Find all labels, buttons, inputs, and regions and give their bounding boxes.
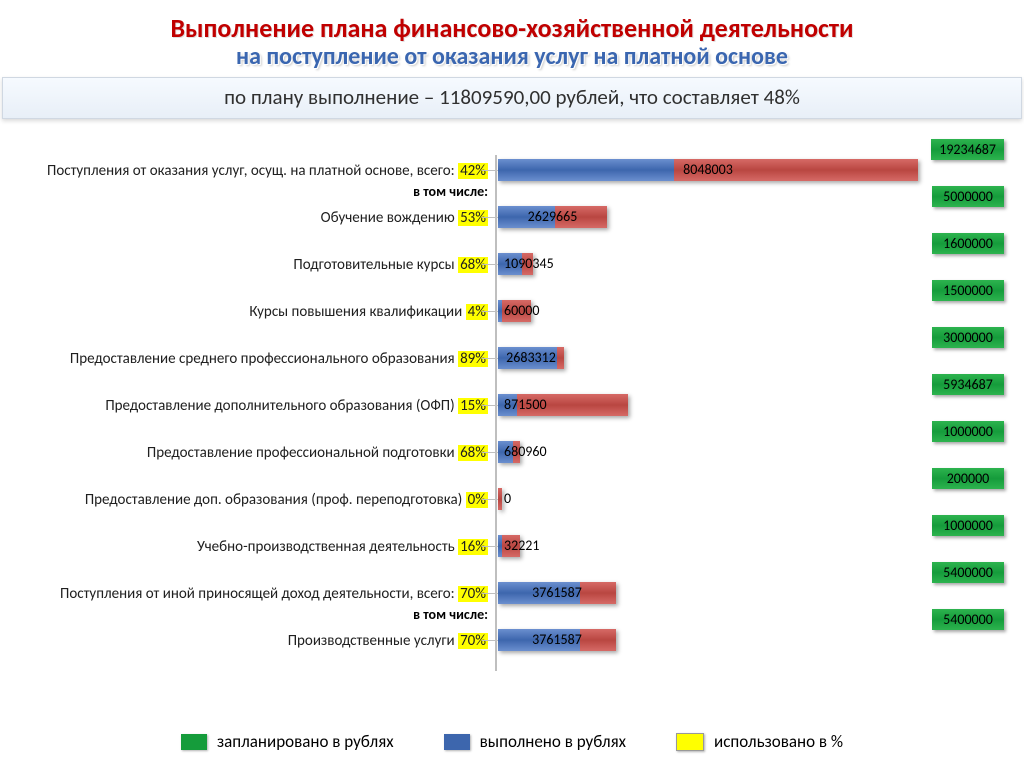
bar-track: 2629665 xyxy=(498,206,607,228)
axis-tick xyxy=(482,499,498,500)
bar-track: 60000 xyxy=(498,300,531,322)
row-label: Обучение вождению 53% xyxy=(8,210,488,226)
row-percent: 70% xyxy=(458,633,488,649)
row-label: Курсы повышения квалификации 4% xyxy=(8,304,488,320)
row-percent: 89% xyxy=(458,351,488,367)
bar-value: 871500 xyxy=(504,396,547,413)
plan-tag: 1600000 xyxy=(932,233,1004,254)
bar-track: 2683312 xyxy=(498,347,564,369)
bar-value: 1090345 xyxy=(504,255,554,272)
page-subtitle: на поступление от оказания услуг на плат… xyxy=(0,42,1024,71)
bar-track: 0 xyxy=(498,488,502,510)
row-percent: 70% xyxy=(458,586,488,602)
bar-track: 8048003 xyxy=(498,159,918,181)
bar-value: 3761587 xyxy=(498,631,616,648)
bar-value: 680960 xyxy=(504,443,547,460)
bar-track: 1090345 xyxy=(498,253,533,275)
axis-tick xyxy=(482,452,498,453)
bar-done xyxy=(498,300,502,322)
page-title: Выполнение плана финансово-хозяйственной… xyxy=(0,12,1024,44)
legend-done-label: выполнено в рублях xyxy=(480,731,626,752)
row-percent: 16% xyxy=(458,539,488,555)
row-label: Предоставление профессиональной подготов… xyxy=(8,445,488,461)
bar-value: 32221 xyxy=(504,537,539,554)
row-sublabel: в том числе: xyxy=(413,606,488,623)
bar-plan xyxy=(498,488,502,510)
axis-tick xyxy=(482,405,498,406)
row-sublabel: в том числе: xyxy=(413,183,488,200)
legend-plan-label: запланировано в рублях xyxy=(217,731,394,752)
bar-track: 871500 xyxy=(498,394,628,416)
axis-tick xyxy=(482,593,498,594)
bar-value: 60000 xyxy=(504,302,539,319)
legend-plan-swatch xyxy=(181,734,207,750)
axis-tick xyxy=(482,311,498,312)
row-percent: 4% xyxy=(466,304,488,320)
legend-done-swatch xyxy=(444,734,470,750)
row-percent: 0% xyxy=(466,492,488,508)
legend-done: выполнено в рублях xyxy=(444,731,626,752)
chart: Поступления от оказания услуг, осущ. на … xyxy=(8,139,1016,679)
bar-track: 3761587 xyxy=(498,582,616,604)
bar-value: 2629665 xyxy=(498,208,607,225)
legend-pct: использовано в % xyxy=(676,731,843,752)
axis-tick xyxy=(482,264,498,265)
row-label: Подготовительные курсы 68% xyxy=(8,257,488,273)
legend: запланировано в рублях выполнено в рубля… xyxy=(0,731,1024,752)
row-label: Поступления от оказания услуг, осущ. на … xyxy=(8,163,488,179)
legend-pct-swatch xyxy=(676,733,704,751)
plan-tag: 5000000 xyxy=(932,186,1004,207)
row-percent: 68% xyxy=(458,445,488,461)
row-label: Производственные услуги 70% xyxy=(8,633,488,649)
legend-plan: запланировано в рублях xyxy=(181,731,394,752)
row-percent: 68% xyxy=(458,257,488,273)
row-label: Поступления от иной приносящей доход дея… xyxy=(8,586,488,602)
bar-track: 3761587 xyxy=(498,629,616,651)
axis-tick xyxy=(482,640,498,641)
bar-value: 2683312 xyxy=(498,349,564,366)
plan-tag: 1000000 xyxy=(932,421,1004,442)
bar-value: 0 xyxy=(504,490,511,507)
row-label: Предоставление дополнительного образован… xyxy=(8,398,488,414)
bar-track: 680960 xyxy=(498,441,520,463)
plan-tag: 1000000 xyxy=(932,515,1004,536)
axis-tick xyxy=(482,358,498,359)
row-percent: 53% xyxy=(458,210,488,226)
axis-tick xyxy=(482,170,498,171)
row-percent: 15% xyxy=(458,398,488,414)
axis-tick xyxy=(482,546,498,547)
plan-tag: 5400000 xyxy=(932,562,1004,583)
plan-tag: 19234687 xyxy=(931,139,1004,160)
summary-banner: по плану выполнение – 11809590,00 рублей… xyxy=(2,77,1022,119)
axis-tick xyxy=(482,217,498,218)
row-label: Учебно-производственная деятельность 16% xyxy=(8,539,488,555)
row-label: Предоставление среднего профессиональног… xyxy=(8,351,488,367)
plan-tag: 5934687 xyxy=(932,374,1004,395)
bar-value: 3761587 xyxy=(498,584,616,601)
bar-value: 8048003 xyxy=(498,161,918,178)
plan-tag: 1500000 xyxy=(932,280,1004,301)
row-percent: 42% xyxy=(458,163,488,179)
legend-pct-label: использовано в % xyxy=(714,731,843,752)
bar-done xyxy=(498,535,502,557)
bar-track: 32221 xyxy=(498,535,520,557)
plan-tag: 5400000 xyxy=(932,609,1004,630)
plan-tag: 3000000 xyxy=(932,327,1004,348)
plan-tag: 200000 xyxy=(932,468,1004,489)
row-label: Предоставление доп. образования (проф. п… xyxy=(8,492,488,508)
